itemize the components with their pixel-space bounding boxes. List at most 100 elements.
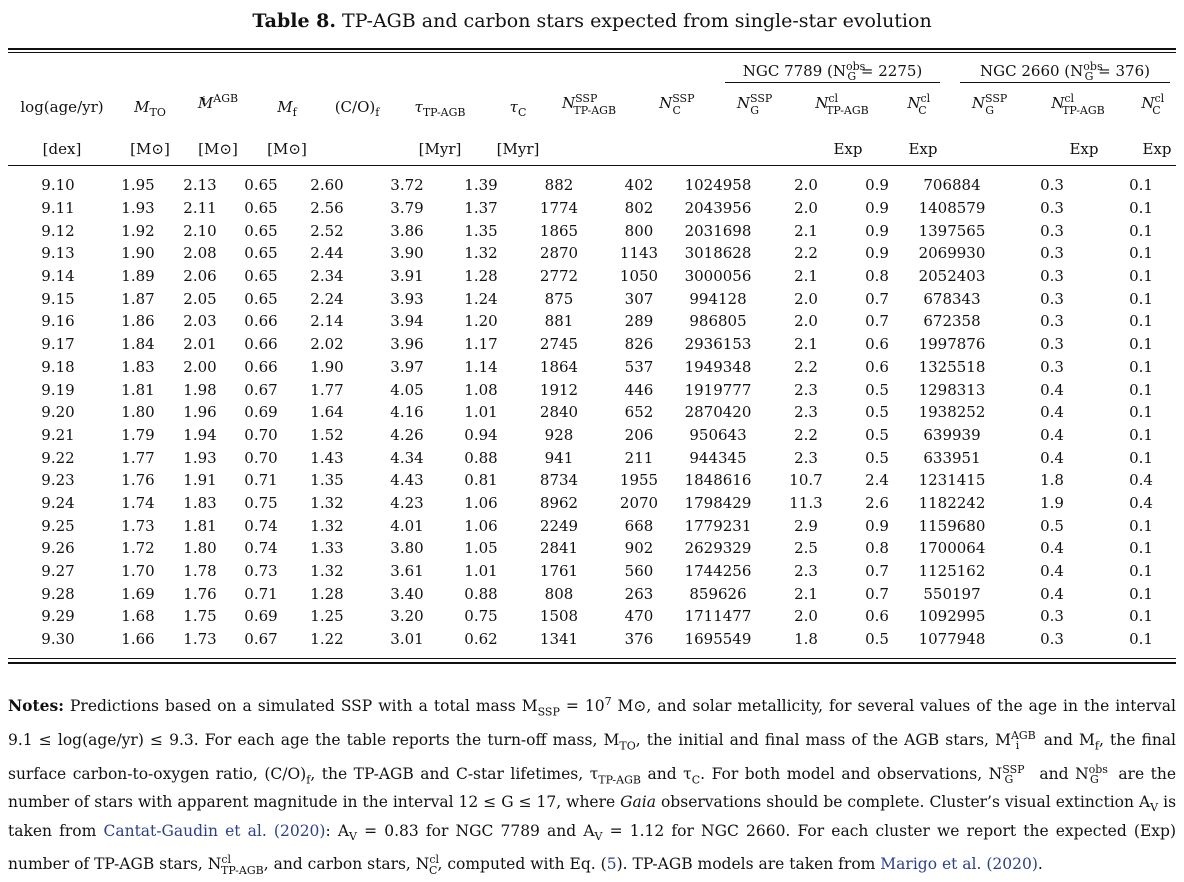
- ref-cantat-gaudin[interactable]: Cantat-Gaudin et al. (2020): [103, 821, 326, 840]
- table-cell: 9.25: [41, 516, 75, 535]
- table-cell: 3.40: [390, 584, 424, 603]
- table-row: 9.21 1.79 1.94 0.70 1.52 4.26 0.94 928 206 950643…: [8, 424, 1176, 447]
- ref-eq5[interactable]: 5: [606, 855, 617, 874]
- table-cell: 1.8: [1040, 471, 1064, 490]
- table-cell: 2249: [539, 516, 579, 535]
- table-cell: 0.9: [865, 221, 889, 240]
- table-cell: 2.10: [183, 221, 217, 240]
- table-cell: 1.74: [121, 493, 155, 512]
- table-cell: 2.4: [865, 471, 889, 490]
- table-cell: 1744256: [684, 562, 752, 581]
- unit-cell: [Myr]: [418, 140, 462, 158]
- table-cell: 1912: [539, 380, 579, 399]
- table-cell: 1.91: [183, 471, 217, 490]
- table-cell: 0.1: [1129, 516, 1153, 535]
- table-row: 9.28 1.69 1.76 0.71 1.28 3.40 0.88 808 263 859626…: [8, 582, 1176, 605]
- unit-cell: [dex]: [42, 140, 82, 158]
- table-cell: 0.1: [1129, 607, 1153, 626]
- table-cell: 0.4: [1040, 448, 1064, 467]
- table-cell: 560: [624, 562, 654, 581]
- header-rule: [8, 165, 1176, 166]
- ref-marigo[interactable]: Marigo et al. (2020): [880, 855, 1038, 874]
- table-cell: 875: [544, 289, 574, 308]
- table-cell: 1.94: [183, 425, 217, 444]
- table-cell: 9.26: [41, 539, 75, 558]
- table-cell: 9.24: [41, 493, 75, 512]
- table-cell: 1761: [539, 562, 579, 581]
- table-cell: 0.3: [1040, 335, 1064, 354]
- col-header-mf: Mf: [277, 98, 297, 119]
- table-cell: 8962: [539, 493, 579, 512]
- caption-label: Table 8.: [252, 10, 336, 32]
- table-cell: 2745: [539, 335, 579, 354]
- top-rule: [8, 48, 1176, 50]
- table-cell: 0.69: [244, 607, 278, 626]
- table-cell: 1.80: [121, 403, 155, 422]
- table-cell: 550197: [923, 584, 981, 603]
- table-cell: 0.4: [1040, 425, 1064, 444]
- table-cell: 672358: [923, 312, 981, 331]
- table-cell: 2.6: [865, 493, 889, 512]
- table-cell: 446: [624, 380, 654, 399]
- col-header-tau-c: τC: [509, 98, 527, 119]
- table-cell: 0.3: [1040, 630, 1064, 649]
- table-cell: 9.22: [41, 448, 75, 467]
- table-cell: 0.3: [1040, 267, 1064, 286]
- table-cell: 0.69: [244, 403, 278, 422]
- table-caption: Table 8. TP-AGB and carbon stars expecte…: [0, 10, 1184, 32]
- table-cell: 633951: [923, 448, 981, 467]
- table-cell: 0.1: [1129, 357, 1153, 376]
- table-cell: 0.1: [1129, 176, 1153, 195]
- table-cell: 2.13: [183, 176, 217, 195]
- table-cell: 0.7: [865, 562, 889, 581]
- table-cell: 1.76: [183, 584, 217, 603]
- table-cell: 0.94: [464, 425, 498, 444]
- table-cell: 9.15: [41, 289, 75, 308]
- table-cell: 0.1: [1129, 539, 1153, 558]
- table-cell: 3.20: [390, 607, 424, 626]
- table-cell: 0.65: [244, 199, 278, 218]
- table-cell: 9.14: [41, 267, 75, 286]
- table-cell: 2.44: [310, 244, 344, 263]
- table-cell: 1.72: [121, 539, 155, 558]
- table-cell: 2.3: [794, 380, 818, 399]
- table-cell: 668: [624, 516, 654, 535]
- table-cell: 2772: [539, 267, 579, 286]
- table-cell: 1.96: [183, 403, 217, 422]
- table-cell: 0.8: [865, 267, 889, 286]
- table-cell: 902: [624, 539, 654, 558]
- table-cell: 1.79: [121, 425, 155, 444]
- table-cell: 1.68: [121, 607, 155, 626]
- table-cell: 1.73: [121, 516, 155, 535]
- table-cell: 0.4: [1040, 562, 1064, 581]
- table-cell: 1.14: [464, 357, 498, 376]
- table-cell: 941: [544, 448, 574, 467]
- col-header-nc-ssp: NSSPC: [659, 92, 695, 117]
- table-cell: 2.1: [794, 584, 818, 603]
- table-cell: 1341: [539, 630, 579, 649]
- table-cell: 1.70: [121, 562, 155, 581]
- table-cell: 1700064: [918, 539, 986, 558]
- table-row: 9.16 1.86 2.03 0.66 2.14 3.94 1.20 881 289 986805…: [8, 310, 1176, 333]
- table-cell: 0.1: [1129, 403, 1153, 422]
- col-header-ng-ssp-7789: NSSPG: [736, 92, 773, 117]
- top-rule-2: [8, 52, 1176, 53]
- table-cell: 9.28: [41, 584, 75, 603]
- table-cell: 0.1: [1129, 312, 1153, 331]
- table-cell: 211: [624, 448, 654, 467]
- table-cell: 0.1: [1129, 562, 1153, 581]
- table-cell: 0.1: [1129, 630, 1153, 649]
- table-cell: 1955: [619, 471, 659, 490]
- table-cell: 0.3: [1040, 357, 1064, 376]
- table-cell: 2.06: [183, 267, 217, 286]
- table-cell: 3.91: [390, 267, 424, 286]
- table-cell: 1864: [539, 357, 579, 376]
- table-row: 9.22 1.77 1.93 0.70 1.43 4.34 0.88 941 211 944345…: [8, 446, 1176, 469]
- table-cell: 1.17: [464, 335, 498, 354]
- table-cell: 1.90: [310, 357, 344, 376]
- table-row: 9.18 1.83 2.00 0.66 1.90 3.97 1.14 1864 537 19493…: [8, 356, 1176, 379]
- table-cell: 0.5: [865, 630, 889, 649]
- table-cell: 9.12: [41, 221, 75, 240]
- table-cell: 3.01: [390, 630, 424, 649]
- table-cell: 0.73: [244, 562, 278, 581]
